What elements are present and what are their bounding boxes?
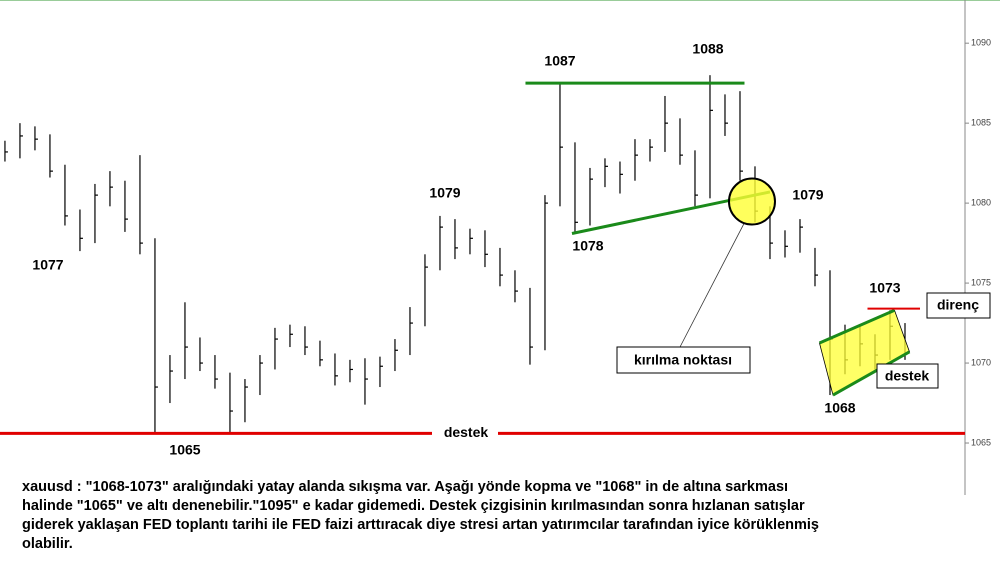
price-label: 1077 (32, 257, 63, 273)
note: xauusd : "1068-1073" aralığındaki yatay … (22, 478, 992, 554)
price-label: 1065 (169, 442, 200, 458)
callout-box (616, 346, 751, 374)
channel-high (818, 308, 896, 345)
channel-label-box (876, 363, 939, 389)
y-tick-label: 1090 (971, 38, 991, 48)
channel-label: destek (885, 368, 930, 384)
breakpoint (727, 177, 776, 226)
resistance-box (926, 292, 991, 319)
price-label: 1073 (869, 280, 900, 296)
y-tick-label: 1070 (971, 357, 991, 367)
note-line: halinde "1065" ve altı denenebilir."1095… (22, 498, 805, 514)
note-line: olabilir. (22, 536, 73, 552)
y-tick-label: 1065 (971, 437, 991, 447)
support-label: destek (444, 424, 489, 440)
resistance-label: direnç (937, 297, 979, 313)
callout-label: kırılma noktası (634, 352, 732, 368)
callout-line (679, 223, 745, 348)
support-label-bg (432, 423, 498, 444)
price-label: 1079 (792, 187, 823, 203)
price-label: 1079 (429, 185, 460, 201)
price-label: 1088 (692, 41, 723, 57)
note-line: giderek yaklaşan FED toplantı tarihi ile… (22, 517, 819, 533)
y-tick-label: 1075 (971, 277, 991, 287)
note-line: xauusd : "1068-1073" aralığındaki yatay … (22, 479, 789, 495)
price-label: 1068 (824, 400, 855, 416)
price-label: 1087 (544, 53, 575, 69)
price-label: 1078 (572, 238, 603, 254)
y-tick-label: 1080 (971, 197, 991, 207)
y-tick-label: 1085 (971, 118, 991, 128)
channel-low (832, 350, 911, 397)
